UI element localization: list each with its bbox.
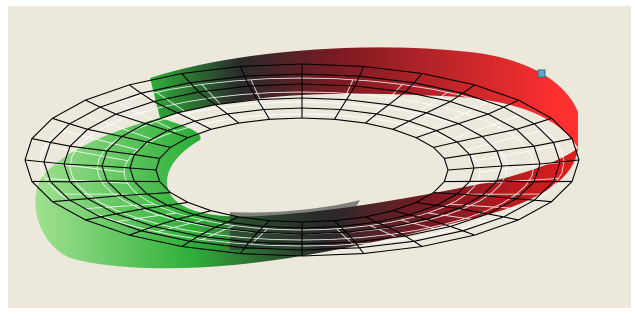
surface-grid-line (449, 114, 520, 141)
surface-grid-line (369, 84, 403, 119)
wireframe-spoke (128, 84, 212, 130)
wireframe-spoke (85, 99, 189, 139)
surface-grid-line (479, 161, 565, 173)
wireframe-spoke (444, 138, 573, 159)
surface-grid-line (466, 129, 545, 151)
wireframe-spoke (447, 159, 580, 171)
surface-grid-line (44, 145, 128, 162)
band-back-segment (150, 47, 578, 148)
surface-grid-line (156, 91, 204, 125)
wireframe-spoke (365, 216, 423, 247)
surface-grid-line (449, 203, 520, 210)
wireframe-spoke (433, 117, 552, 148)
wireframe-spoke (31, 138, 160, 159)
surface-grid-line (427, 102, 488, 132)
wireframe-spoke (364, 73, 423, 124)
surface-grid-line (156, 219, 204, 233)
wireframe-spoke (24, 159, 157, 171)
wireframe-spoke (129, 210, 212, 236)
surface-grid-line (59, 129, 138, 151)
wireframe-spoke (392, 210, 475, 236)
wireframe-spoke (52, 192, 171, 203)
wireframe-mesh (24, 63, 580, 257)
surface-grid-line (39, 161, 125, 173)
surface-grid-line (84, 203, 155, 210)
wireframe-spoke (239, 220, 270, 254)
wireframe-spoke (52, 117, 171, 148)
wireframe-spoke (85, 201, 188, 221)
wireframe-spoke (444, 180, 573, 183)
wireframe-spoke (415, 99, 519, 139)
surface-grid-line (400, 219, 448, 233)
wireframe-spoke (334, 220, 365, 254)
surface-grid-line (476, 177, 560, 184)
wireframe-spoke (181, 73, 240, 124)
selection-handle-icon[interactable] (537, 69, 546, 78)
wireframe-spoke (334, 66, 365, 120)
surface-grid-line (84, 114, 155, 141)
surface-grid-line (201, 84, 235, 119)
band-twist-shadow (230, 200, 360, 250)
surface-grid-line (116, 212, 177, 222)
wireframe-spoke (31, 180, 160, 183)
wireframe-spoke (181, 216, 239, 247)
surface-grid-line (427, 212, 488, 222)
surface-grid-line (44, 177, 128, 184)
wireframe-spoke (433, 192, 552, 203)
surface-grid-line (476, 145, 560, 162)
surface-grid-line (96, 101, 508, 235)
wireframe-spoke (239, 66, 270, 120)
surface-grid-line (116, 102, 177, 132)
wireframe-spoke (416, 201, 519, 221)
surface-grid-line (400, 91, 448, 125)
wireframe-spoke (392, 84, 476, 130)
